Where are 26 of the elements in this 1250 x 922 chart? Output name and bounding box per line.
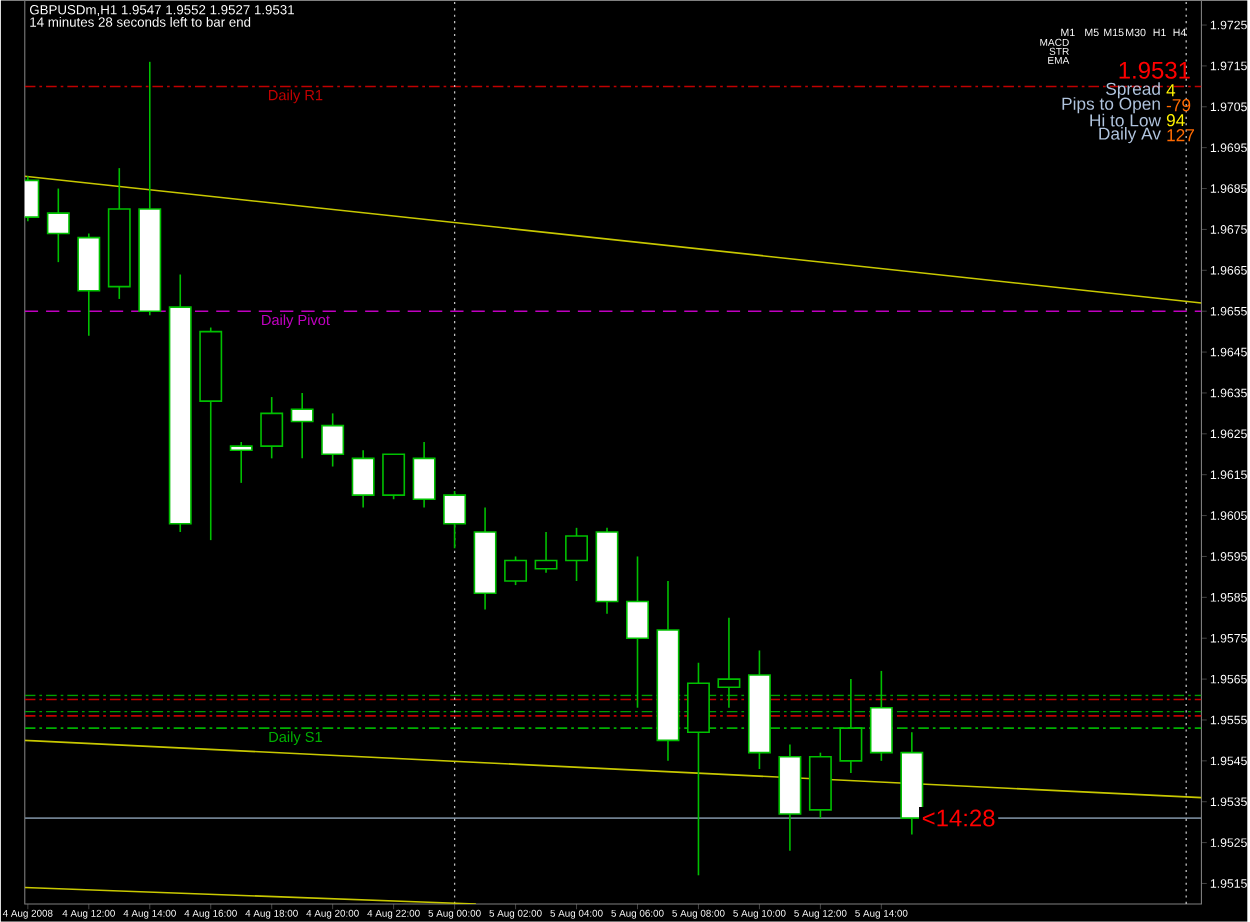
- annotation: <14:28: [922, 809, 995, 827]
- annotation: Hi to Low: [1090, 113, 1162, 127]
- candlestick: [504, 555, 528, 586]
- candlestick: [717, 617, 741, 709]
- candlestick: [534, 531, 558, 574]
- annotation: 94: [1166, 114, 1185, 127]
- candlestick: [229, 441, 253, 484]
- candlestick: [565, 527, 588, 582]
- annotation: Daily Av: [1099, 127, 1161, 144]
- candlestick: [260, 396, 284, 460]
- annotation: Spread: [1106, 82, 1160, 99]
- candlestick: [46, 187, 70, 263]
- candlestick: [839, 678, 863, 774]
- candlestick: [290, 392, 314, 460]
- annotation: Pips to Open: [1062, 97, 1160, 114]
- annotation: 127: [1167, 129, 1195, 142]
- candlestick: [351, 449, 375, 509]
- annotation: -79: [1166, 99, 1191, 112]
- candlestick: [412, 441, 436, 509]
- candlestick: [443, 490, 467, 550]
- candlestick: [321, 412, 345, 468]
- candlestick: [382, 453, 406, 501]
- annotation: 1.9531: [1119, 61, 1190, 79]
- candlestick: [626, 555, 649, 709]
- candlestick: [869, 670, 893, 762]
- annotation: 4: [1166, 84, 1176, 97]
